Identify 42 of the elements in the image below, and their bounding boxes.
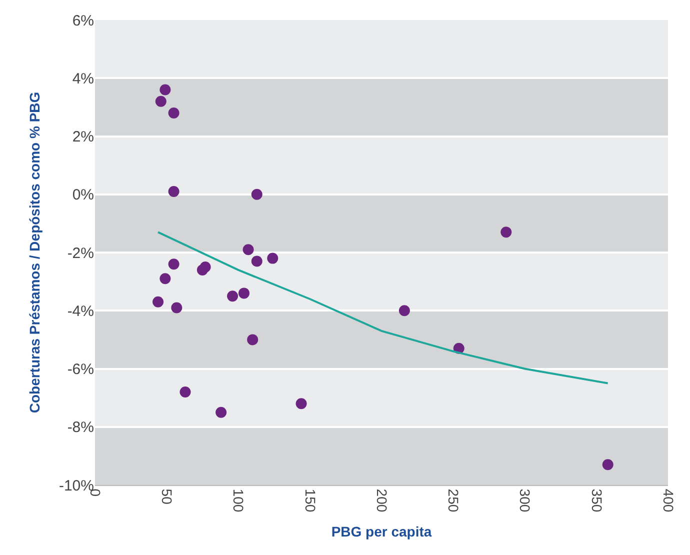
point xyxy=(168,258,180,270)
point xyxy=(168,186,180,197)
x-tick-label: 300 xyxy=(517,488,534,512)
x-tick-label: 250 xyxy=(446,488,462,512)
y-axis-title: Coberturas Préstamos / Depósitos como % PBG xyxy=(26,92,43,414)
point xyxy=(602,459,614,470)
point xyxy=(196,264,208,276)
x-tick-label: 100 xyxy=(230,488,247,512)
point xyxy=(216,406,227,418)
point xyxy=(251,256,262,267)
point xyxy=(242,244,254,256)
point xyxy=(160,84,171,96)
x-tick-label: 50 xyxy=(159,488,176,505)
point xyxy=(160,273,171,284)
x-tick-label: 400 xyxy=(660,488,676,512)
y-tick-label: 4% xyxy=(72,70,94,88)
y-tick-label: 0% xyxy=(72,186,94,204)
point xyxy=(171,302,182,314)
line-series xyxy=(157,231,609,384)
point xyxy=(227,290,238,302)
point xyxy=(267,252,278,264)
point xyxy=(180,386,191,398)
y-tick-label: -2% xyxy=(67,244,94,262)
point xyxy=(398,305,410,316)
x-tick-label: 200 xyxy=(374,488,390,512)
point xyxy=(168,108,180,118)
y-tick-label: 6% xyxy=(72,12,94,30)
point xyxy=(500,226,512,238)
point xyxy=(152,296,164,308)
x-tick-label: 0 xyxy=(87,488,104,497)
x-axis-title: PBG per capita xyxy=(331,524,432,540)
point xyxy=(247,334,258,346)
point xyxy=(238,288,250,299)
y-tick-label: 2% xyxy=(72,128,94,146)
x-tick-label: 350 xyxy=(588,488,605,512)
y-tick-label: -4% xyxy=(67,302,94,320)
point xyxy=(155,96,166,107)
point xyxy=(296,398,307,410)
y-tick-label: -6% xyxy=(67,361,94,378)
point xyxy=(251,188,262,200)
y-tick-label: -8% xyxy=(67,419,94,436)
x-tick-label: 150 xyxy=(302,488,318,512)
